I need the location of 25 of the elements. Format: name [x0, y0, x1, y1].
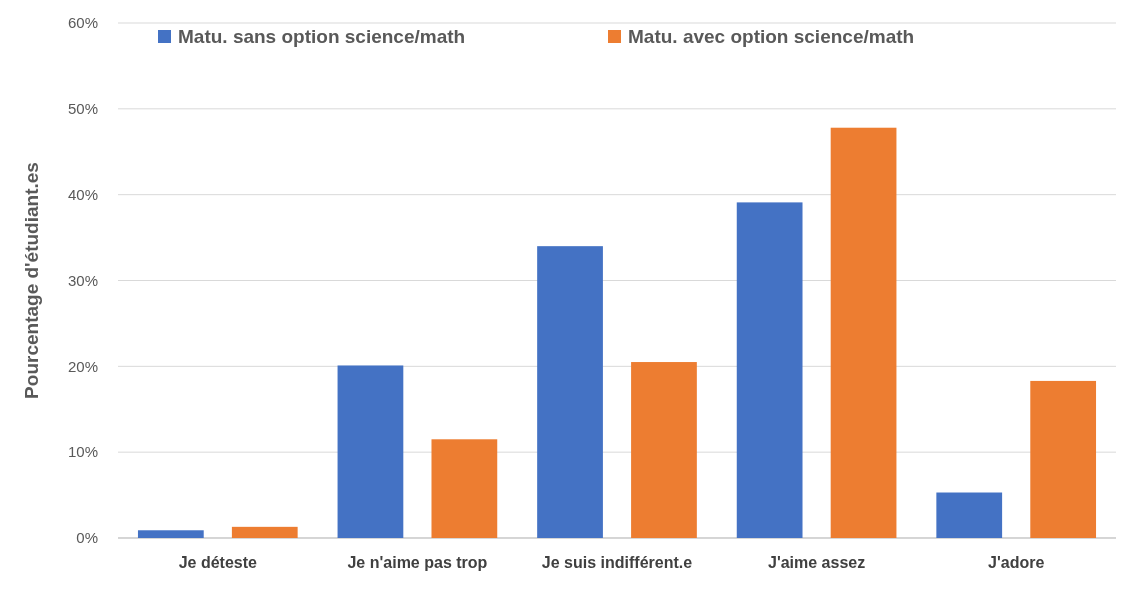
bar: [936, 492, 1003, 538]
x-tick-label: Je suis indifférent.e: [541, 554, 693, 571]
y-tick-label: 20%: [67, 357, 98, 375]
bar: [631, 362, 697, 538]
y-tick-label: 60%: [67, 14, 98, 32]
bar: [537, 246, 603, 538]
y-tick-label: 40%: [67, 185, 98, 203]
bar: [736, 202, 803, 538]
x-tick-label: Je déteste: [178, 554, 258, 571]
x-tick-label: Je n'aime pas trop: [347, 554, 488, 571]
y-tick-label: 50%: [67, 100, 98, 118]
legend-label: Matu. avec option science/math: [628, 25, 915, 47]
y-tick-label: 30%: [67, 271, 98, 289]
y-tick-label: 0%: [76, 529, 98, 547]
bar: [431, 439, 498, 538]
y-tick-label: 10%: [67, 443, 98, 461]
bar: [231, 526, 298, 538]
bar: [337, 365, 404, 538]
bar: [830, 127, 897, 538]
bar: [1030, 380, 1097, 538]
y-axis-title: Pourcentage d'étudiant.es: [21, 162, 42, 399]
x-tick-label: J'adore: [988, 554, 1045, 571]
legend-label: Matu. sans option science/math: [178, 25, 466, 47]
x-tick-label: J'aime assez: [767, 554, 866, 571]
bar: [137, 530, 204, 538]
